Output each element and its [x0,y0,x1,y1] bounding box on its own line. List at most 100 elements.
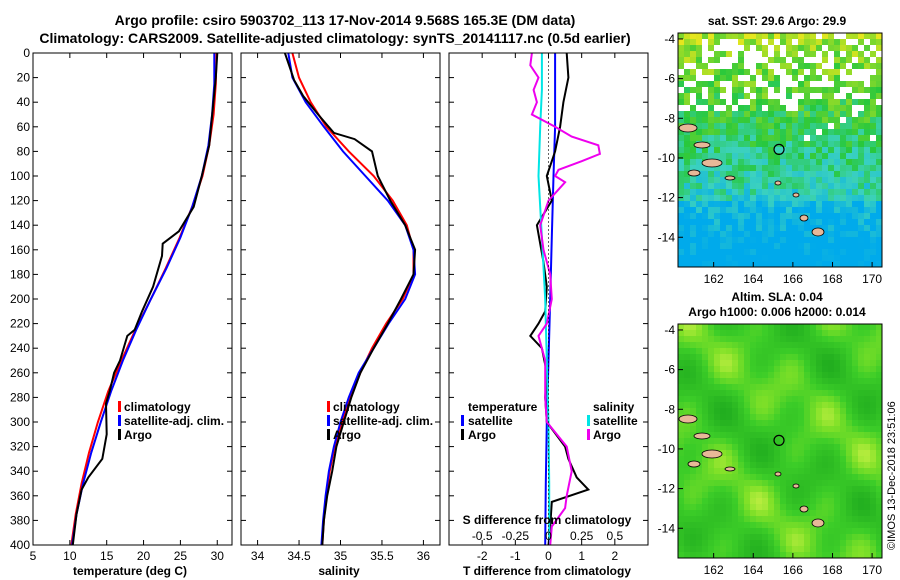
map-cell [852,444,858,450]
map-cell [720,468,726,474]
map-cell [792,552,798,558]
map-cell [870,546,876,552]
map-cell [840,33,846,39]
map-cell [720,384,726,390]
map-cell [690,129,696,135]
map-cell [708,63,714,69]
map-cell [696,159,702,165]
map-cell [720,372,726,378]
map-cell [696,183,702,189]
map-cell [750,39,756,45]
map-cell [738,540,744,546]
map-cell [798,366,804,372]
map-cell [762,189,768,195]
map-cell [876,255,882,261]
map-cell [702,480,708,486]
map-cell [870,171,876,177]
map-cell [834,498,840,504]
map-cell [834,93,840,99]
map-cell [816,498,822,504]
map-cell [744,468,750,474]
map-cell [684,516,690,522]
map-cell [792,372,798,378]
map-cell [744,57,750,63]
map-cell [708,480,714,486]
x-tick-label: 20 [137,549,151,563]
map-cell [774,123,780,129]
map-cell [834,342,840,348]
map-cell [756,438,762,444]
map-cell [762,111,768,117]
legend-swatch-satellite [327,415,330,426]
map-cell [792,219,798,225]
map-cell [786,231,792,237]
map-cell [684,366,690,372]
y-tick-label: 360 [10,489,30,503]
map-cell [738,438,744,444]
map-cell [702,237,708,243]
map-cell [810,504,816,510]
map-cell [786,402,792,408]
map-cell [840,498,846,504]
map-cell [702,372,708,378]
map-cell [726,63,732,69]
map-cell [792,111,798,117]
map-cell [828,177,834,183]
map-cell [858,207,864,213]
map-cell [852,522,858,528]
map-cell [804,402,810,408]
map-cell [792,354,798,360]
map-cell [702,147,708,153]
map-cell [738,249,744,255]
map-cell [804,426,810,432]
map-cell [756,237,762,243]
map-cell [744,432,750,438]
map-cell [756,486,762,492]
map-cell [840,219,846,225]
map-cell [690,402,696,408]
map-cell [726,444,732,450]
map-cell [864,552,870,558]
map-cell [744,492,750,498]
map-cell [720,105,726,111]
map-cell [702,249,708,255]
map-cell [756,462,762,468]
map-cell [714,480,720,486]
map-cell [810,450,816,456]
map-cell [876,243,882,249]
map-cell [756,372,762,378]
map-cell [834,225,840,231]
map-cell [768,444,774,450]
map-cell [876,87,882,93]
map-cell [870,219,876,225]
map-cell [870,207,876,213]
map-cell [816,426,822,432]
map-cell [876,153,882,159]
map-lat-label: -4 [664,32,675,46]
map-cell [798,522,804,528]
s-tick-label: -0.5 [472,529,493,543]
map-cell [726,462,732,468]
map-cell [756,183,762,189]
map-cell [804,474,810,480]
map-cell [846,171,852,177]
map-cell [822,45,828,51]
map-cell [720,444,726,450]
map-cell [720,540,726,546]
map-cell [762,438,768,444]
map-lon-label: 166 [783,563,803,577]
map-cell [708,510,714,516]
map-cell [852,378,858,384]
map-cell [690,69,696,75]
map-cell [714,147,720,153]
map-cell [690,225,696,231]
map-cell [786,75,792,81]
map-cell [834,237,840,243]
map-cell [756,39,762,45]
map-cell [774,366,780,372]
map-cell [690,480,696,486]
map-cell [696,123,702,129]
map-cell [762,540,768,546]
temperature-plot-area [33,53,232,545]
map-cell [774,438,780,444]
